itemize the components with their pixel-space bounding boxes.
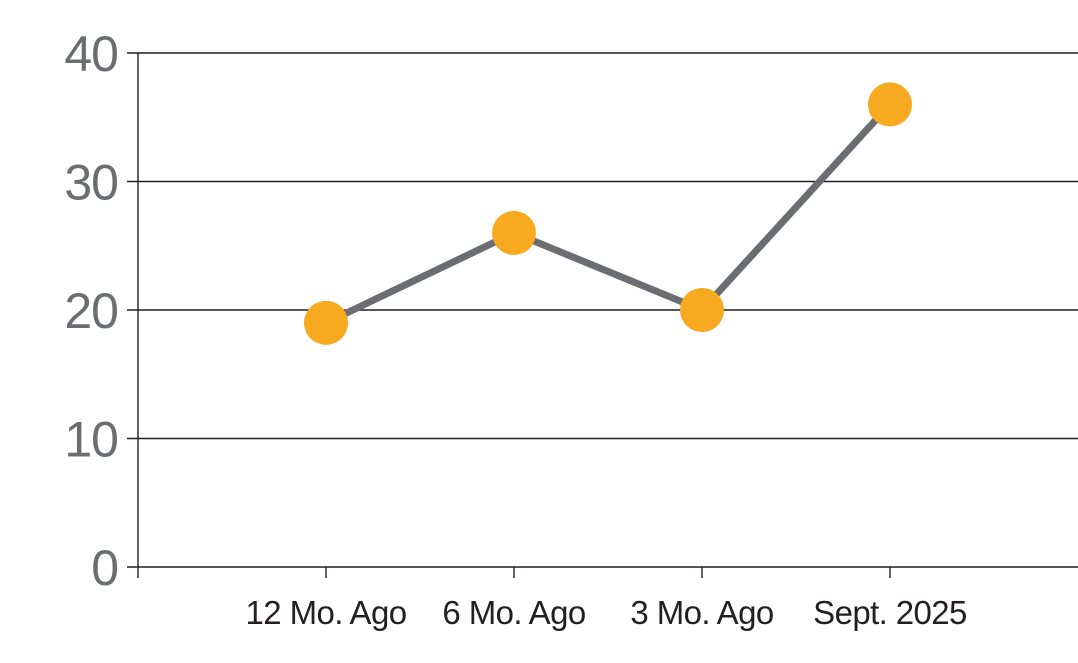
data-point-marker <box>304 300 348 345</box>
x-tick-label: Sept. 2025 <box>813 594 967 631</box>
y-tick-label: 30 <box>64 155 118 211</box>
x-tick-label: 6 Mo. Ago <box>442 594 585 631</box>
y-tick-label: 0 <box>91 540 118 596</box>
series-line <box>322 100 894 327</box>
y-tick-label: 40 <box>64 26 118 82</box>
x-tick-label: 12 Mo. Ago <box>246 594 407 631</box>
data-point-marker <box>492 210 536 255</box>
y-tick-label: 20 <box>64 283 118 339</box>
y-tick-label: 10 <box>64 412 118 468</box>
data-point-marker <box>680 288 724 332</box>
x-tick-label: 3 Mo. Ago <box>630 594 773 631</box>
data-point-marker <box>868 82 912 127</box>
